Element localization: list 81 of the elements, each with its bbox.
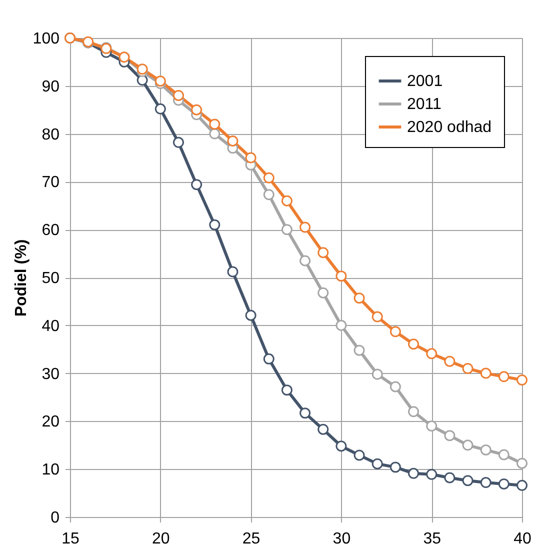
point: [354, 450, 365, 461]
x-tick-label: 15: [62, 530, 80, 548]
point: [209, 219, 220, 230]
point: [480, 368, 492, 379]
y-tick-label: 100: [32, 30, 60, 48]
point: [462, 363, 474, 374]
point: [209, 128, 220, 140]
y-tick-label: 90: [42, 78, 60, 96]
point: [444, 472, 456, 484]
y-tick-label: 50: [42, 270, 60, 287]
point: [480, 444, 492, 456]
point: [498, 449, 510, 460]
x-tick-label: 30: [332, 530, 351, 548]
point: [172, 90, 184, 101]
point: [300, 408, 311, 419]
point: [263, 353, 274, 364]
point: [372, 368, 383, 380]
point: [227, 266, 238, 278]
point: [245, 310, 256, 321]
point: [263, 189, 274, 200]
x-tick-label: 20: [152, 530, 170, 548]
y-tick-label: 20: [42, 414, 60, 431]
point: [498, 371, 510, 382]
point: [408, 468, 420, 479]
point: [462, 440, 474, 451]
point: [245, 152, 256, 164]
y-tick-label: 80: [42, 126, 60, 144]
point: [390, 326, 401, 338]
y-tick-label: 30: [42, 366, 60, 383]
point: [426, 468, 438, 480]
point: [136, 64, 148, 75]
y-tick-label: 0: [50, 510, 60, 526]
point: [172, 136, 184, 148]
point: [209, 118, 220, 130]
point: [426, 420, 438, 432]
point: [444, 356, 456, 367]
point: [227, 136, 238, 146]
point: [318, 247, 329, 258]
point: [498, 478, 510, 490]
point: [318, 424, 329, 435]
point: [154, 76, 166, 87]
point: [354, 344, 365, 356]
point: [318, 287, 329, 298]
x-tick-label: 35: [423, 530, 442, 548]
point: [372, 311, 383, 322]
x-tick-label: 25: [242, 530, 260, 548]
point: [336, 270, 347, 282]
point: [516, 480, 528, 491]
point: [300, 255, 311, 266]
y-axis-title: Podiel (%): [12, 239, 30, 317]
point: [300, 222, 311, 233]
point: [281, 195, 292, 206]
point: [281, 224, 292, 236]
point: [191, 179, 202, 190]
y-tick-label: 70: [42, 174, 60, 192]
point: [516, 458, 528, 469]
legend-label: 2001: [407, 73, 443, 90]
point: [354, 292, 365, 304]
point: [408, 406, 420, 418]
point: [281, 384, 292, 396]
legend-label: 2020 odhad: [407, 119, 492, 136]
point: [408, 338, 420, 350]
y-tick-label: 60: [42, 222, 60, 240]
y-tick-label: 10: [42, 462, 60, 479]
point: [336, 440, 347, 452]
point: [390, 462, 401, 473]
point: [390, 381, 401, 392]
point: [462, 475, 474, 486]
point: [136, 74, 148, 86]
point: [480, 477, 492, 488]
x-tick-label: 40: [514, 530, 532, 548]
point: [336, 320, 347, 331]
point: [444, 430, 456, 442]
point: [191, 104, 202, 116]
point: [372, 458, 383, 470]
point: [263, 172, 274, 184]
point: [516, 374, 528, 386]
point: [154, 103, 166, 114]
point: [426, 348, 438, 360]
y-tick-label: 40: [42, 318, 60, 335]
legend-label: 2011: [407, 96, 442, 113]
